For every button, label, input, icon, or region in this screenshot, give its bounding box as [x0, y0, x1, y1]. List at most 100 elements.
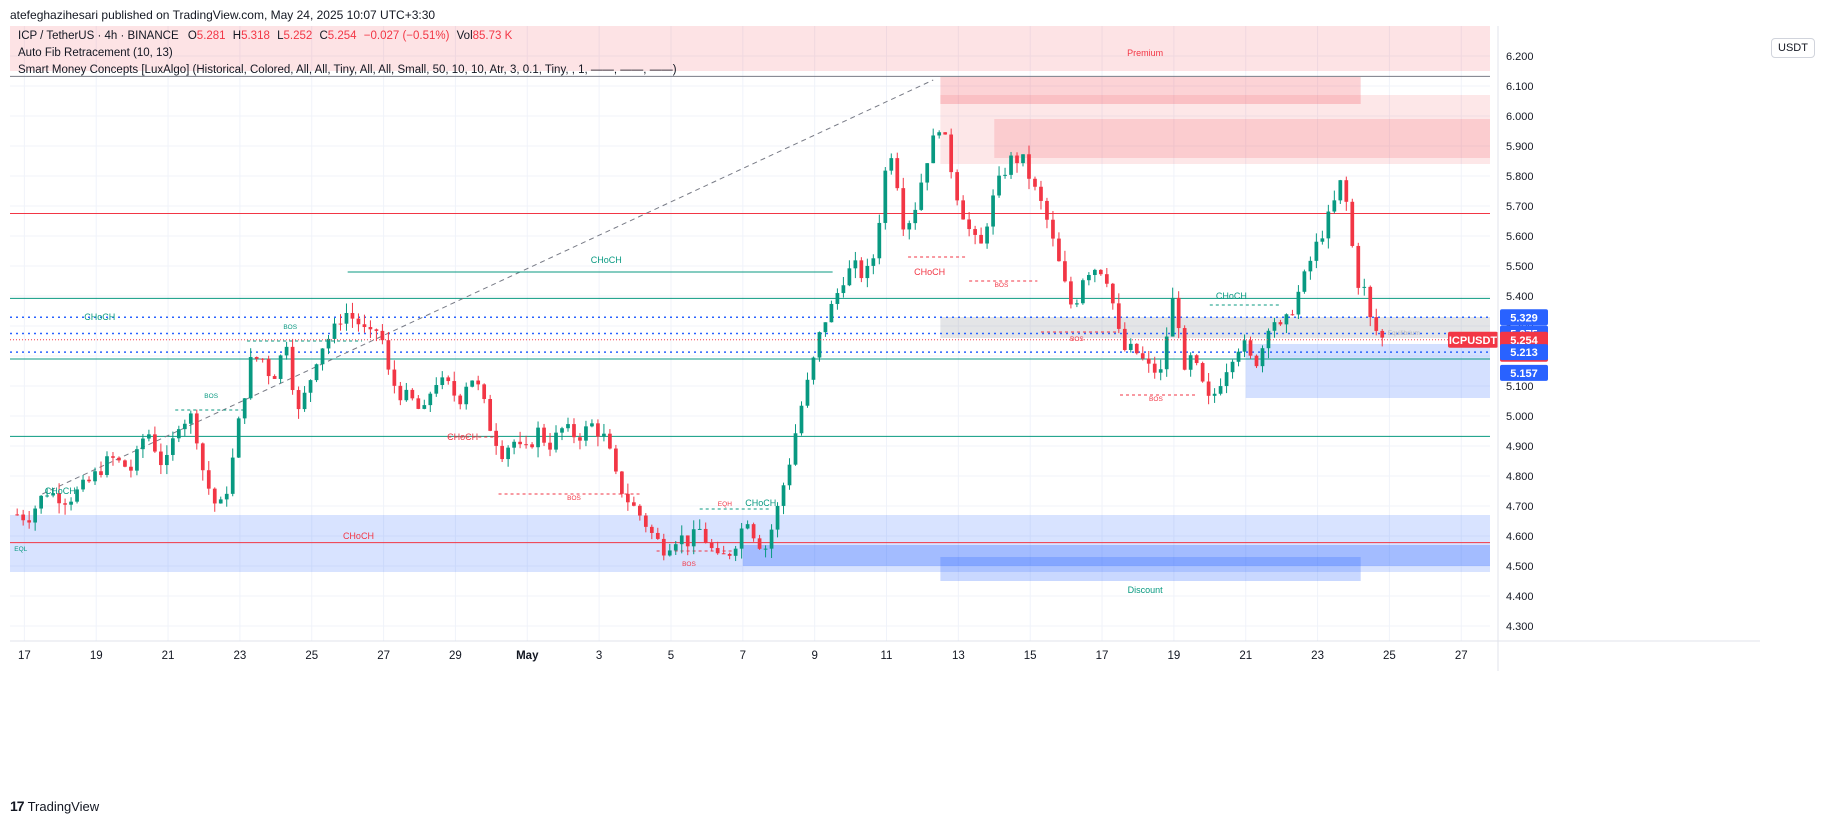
- candle-body: [985, 226, 989, 244]
- candle-body: [907, 223, 912, 230]
- candle-body: [835, 293, 840, 304]
- candle-body: [170, 438, 175, 455]
- candle-body: [368, 327, 373, 330]
- annotation-label: BOS: [204, 393, 218, 400]
- candle-body: [775, 505, 780, 530]
- candle-body: [1027, 154, 1031, 179]
- candle-body: [374, 329, 379, 331]
- candle-body: [709, 542, 714, 549]
- candle-body: [1110, 283, 1115, 304]
- zone-equilibrium: [940, 317, 1490, 338]
- candle-body: [1374, 317, 1379, 331]
- candle-body: [865, 265, 870, 279]
- zone-premium: [10, 26, 1490, 71]
- candle-body: [787, 464, 792, 486]
- chart-area[interactable]: Premium Discount Equilibrium CHoCH CHoCH CHoC…: [10, 26, 1760, 790]
- candle-body: [81, 479, 85, 490]
- time-tick-label: 19: [90, 650, 103, 662]
- price-chart[interactable]: Premium Discount Equilibrium CHoCH CHoCH CHoC…: [10, 26, 1760, 790]
- candle-body: [602, 433, 606, 437]
- candle-body: [685, 535, 690, 547]
- candle-body: [631, 502, 636, 506]
- candle-body: [1075, 303, 1079, 305]
- candle-body: [188, 413, 193, 424]
- candle-body: [1230, 361, 1235, 373]
- annotation-label: Premium: [1127, 48, 1163, 58]
- candle-body: [608, 433, 612, 449]
- candle-body: [39, 495, 43, 509]
- candle-body: [458, 395, 463, 405]
- candle-body: [482, 384, 487, 399]
- candle-body: [584, 426, 588, 441]
- zone-discount: [10, 515, 1490, 572]
- candle-body: [260, 358, 265, 360]
- candle-body: [290, 346, 295, 391]
- candle-body: [218, 499, 223, 504]
- open-value: 5.281: [196, 30, 226, 42]
- candle-body: [1134, 343, 1139, 354]
- candle-body: [326, 338, 331, 349]
- candle-body: [1302, 271, 1307, 292]
- candle-body: [308, 380, 313, 393]
- currency-button[interactable]: USDT: [1771, 38, 1815, 58]
- annotation-label: Discount: [1128, 585, 1164, 595]
- publisher-caption: atefeghazihesari published on TradingVie…: [10, 8, 436, 22]
- candle-body: [524, 444, 528, 446]
- candle-body: [967, 219, 971, 230]
- time-tick-label: 11: [881, 650, 893, 662]
- symbol-title[interactable]: ICP / TetherUS · 4h · BINANCE: [18, 30, 179, 42]
- candle-body: [51, 493, 55, 496]
- candle-body: [500, 445, 504, 460]
- candle-body: [877, 222, 882, 259]
- candle-body: [673, 544, 678, 551]
- high-label: H: [232, 30, 242, 42]
- candle-body: [1296, 291, 1301, 315]
- candle-body: [344, 313, 349, 324]
- candle-body: [1158, 369, 1163, 373]
- candle-body: [1128, 343, 1133, 350]
- candle-body: [614, 448, 618, 472]
- candle-body: [1206, 381, 1211, 396]
- candle-body: [1045, 200, 1049, 220]
- indicator-smc[interactable]: Smart Money Concepts [LuxAlgo] (Historic…: [18, 64, 677, 76]
- price-tick-label: 5.500: [1506, 261, 1534, 273]
- tradingview-logo-icon[interactable]: 17: [10, 798, 25, 814]
- candle-body: [1356, 245, 1361, 288]
- candle-body: [230, 457, 235, 494]
- fib-trend-line: [42, 79, 934, 495]
- candle-body: [45, 495, 49, 497]
- candle-body: [1039, 186, 1043, 201]
- candle-body: [452, 381, 457, 396]
- volume-label: Vol: [456, 30, 473, 42]
- candle-body: [117, 457, 121, 461]
- candle-body: [99, 471, 103, 475]
- indicator-fib[interactable]: Auto Fib Retracement (10, 13): [18, 47, 173, 59]
- candle-body: [643, 515, 648, 527]
- candle-body: [1092, 269, 1097, 275]
- footer-brand[interactable]: TradingView: [27, 798, 100, 814]
- candle-body: [470, 380, 475, 387]
- candle-body: [817, 332, 822, 358]
- annotation-label: CHoCH: [45, 486, 76, 496]
- candle-body: [572, 424, 576, 438]
- time-tick-label: 25: [305, 650, 318, 662]
- candle-body: [1212, 393, 1217, 396]
- candle-body: [1368, 286, 1373, 318]
- annotation-label: CHoCH: [447, 432, 478, 442]
- candle-body: [1224, 372, 1229, 387]
- candle-body: [434, 385, 439, 394]
- price-tick-label: 4.800: [1506, 471, 1534, 483]
- candle-body: [464, 386, 469, 405]
- candle-body: [871, 258, 876, 266]
- price-tick-label: 4.500: [1506, 561, 1534, 573]
- candle-body: [446, 377, 451, 382]
- price-axis-label: 5.329: [1510, 312, 1538, 324]
- candle-body: [1087, 274, 1091, 281]
- candle-body: [1200, 363, 1205, 382]
- candle-body: [1081, 280, 1085, 304]
- candle-body: [925, 163, 930, 183]
- annotation-label: CHoCH: [343, 531, 374, 541]
- candle-body: [1248, 340, 1253, 356]
- candle-body: [314, 364, 319, 381]
- candle-body: [278, 355, 283, 379]
